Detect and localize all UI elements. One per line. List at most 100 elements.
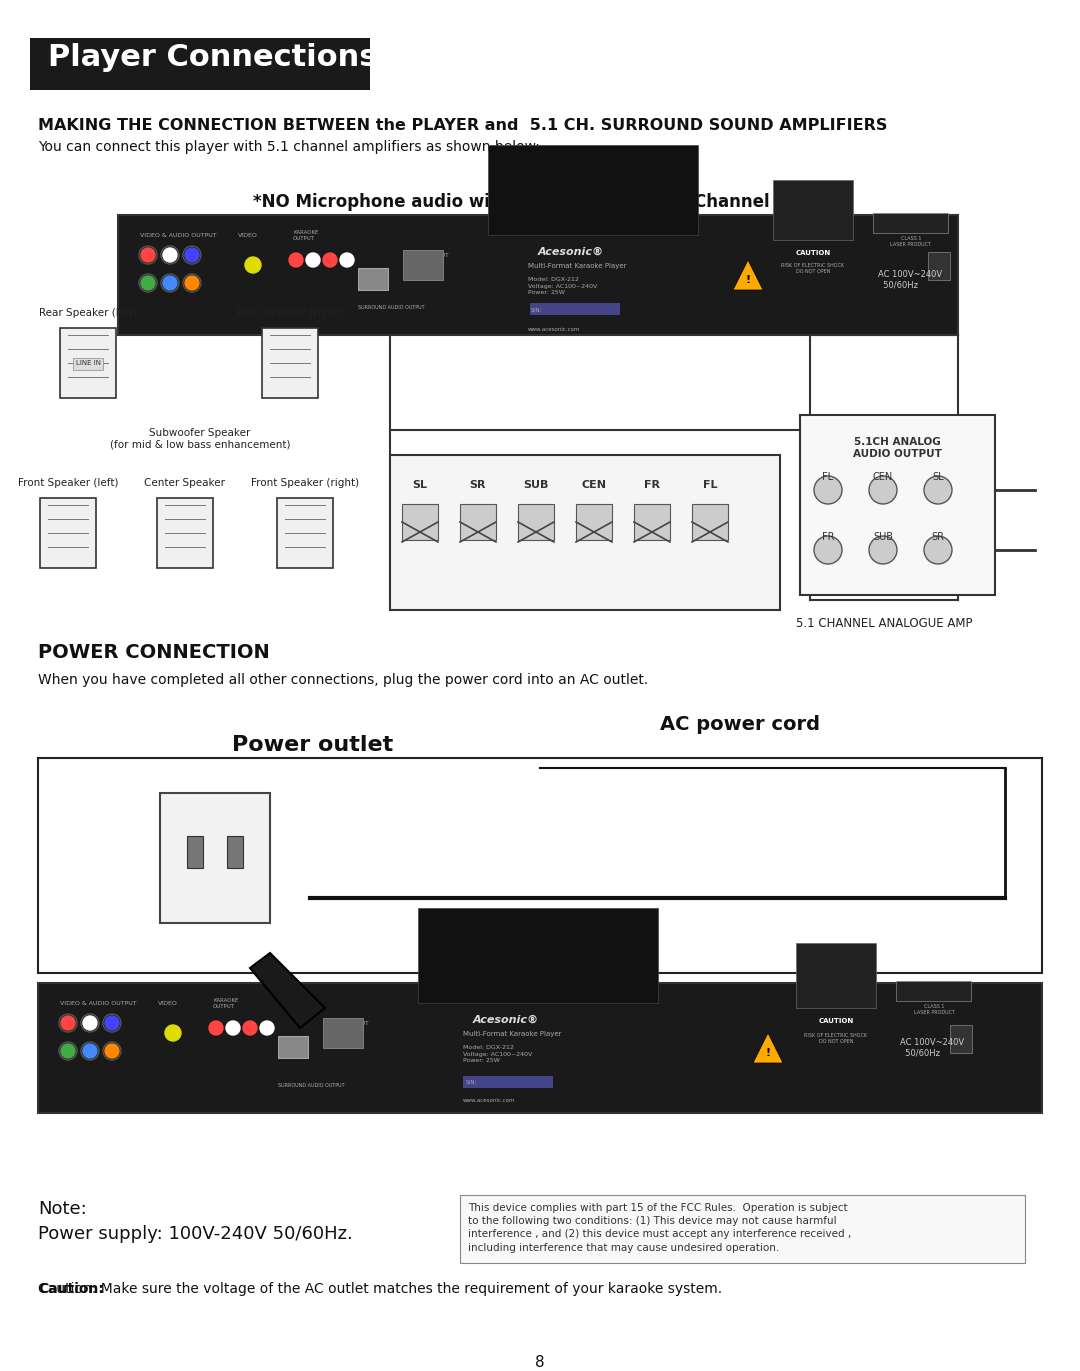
Text: Front Speaker (right): Front Speaker (right) [251, 478, 359, 488]
Bar [38, 983, 1042, 1113]
Text: Caution:: Caution: [38, 1282, 104, 1296]
Text: *NO Microphone audio will be outputted in 5.1 Channel mode: *NO Microphone audio will be outputted i… [253, 193, 827, 211]
Circle shape [185, 248, 199, 262]
Text: www.acesonic.com: www.acesonic.com [463, 1098, 515, 1104]
Text: CEN: CEN [873, 472, 893, 483]
Bar [390, 455, 780, 610]
Bar [60, 328, 116, 398]
Circle shape [869, 536, 897, 563]
Bar [403, 250, 443, 280]
Bar [38, 758, 1042, 973]
Text: S/N:: S/N: [465, 1080, 477, 1084]
Text: SURROUND AUDIO OUTPUT: SURROUND AUDIO OUTPUT [278, 1083, 345, 1089]
Bar [323, 1019, 363, 1047]
Text: SR: SR [470, 480, 486, 489]
Bar [634, 505, 670, 540]
Text: KARAOKE
OUTPUT: KARAOKE OUTPUT [293, 230, 319, 241]
Bar [357, 267, 388, 291]
Circle shape [243, 1021, 257, 1035]
Text: SURROUND AUDIO OUTPUT: SURROUND AUDIO OUTPUT [357, 304, 424, 310]
Text: RISK OF ELECTRIC SHOCK
DO NOT OPEN: RISK OF ELECTRIC SHOCK DO NOT OPEN [782, 263, 845, 274]
Text: VIDEO & AUDIO OUTPUT: VIDEO & AUDIO OUTPUT [60, 1001, 137, 1006]
Bar [187, 836, 203, 868]
Bar [118, 215, 958, 335]
Text: Front Speaker (left): Front Speaker (left) [17, 478, 118, 488]
Text: AC 100V~240V
  50/60Hz: AC 100V~240V 50/60Hz [900, 1038, 964, 1057]
Text: Note:
Power supply: 100V-240V 50/60Hz.: Note: Power supply: 100V-240V 50/60Hz. [38, 1200, 353, 1243]
Bar [276, 498, 333, 568]
Polygon shape [733, 260, 762, 291]
Text: POWER CONNECTION: POWER CONNECTION [38, 643, 270, 662]
Circle shape [226, 1021, 240, 1035]
Bar [460, 1196, 1025, 1263]
Circle shape [289, 254, 303, 267]
Circle shape [814, 536, 842, 563]
Text: AC power cord: AC power cord [660, 716, 820, 733]
Bar [873, 213, 948, 233]
Text: Rear Speaker (left): Rear Speaker (left) [39, 308, 137, 318]
Circle shape [306, 254, 320, 267]
Text: Acesonic®: Acesonic® [473, 1015, 539, 1026]
Bar [40, 498, 96, 568]
Circle shape [924, 536, 951, 563]
Circle shape [165, 1026, 181, 1041]
Circle shape [60, 1043, 75, 1058]
Bar [518, 505, 554, 540]
Bar [576, 505, 612, 540]
Circle shape [814, 476, 842, 505]
Text: Caution: Make sure the voltage of the AC outlet matches the requirement of your : Caution: Make sure the voltage of the AC… [38, 1282, 723, 1296]
Circle shape [83, 1043, 97, 1058]
Text: Acesonic®: Acesonic® [538, 247, 604, 256]
Text: 5.1CH ANALOG
AUDIO OUTPUT: 5.1CH ANALOG AUDIO OUTPUT [852, 437, 942, 459]
Text: Player Connections: Player Connections [48, 43, 378, 71]
Text: Multi-Format Karaoke Player: Multi-Format Karaoke Player [463, 1031, 562, 1036]
Circle shape [260, 1021, 274, 1035]
Bar [278, 1036, 308, 1058]
Circle shape [340, 254, 354, 267]
Bar [692, 505, 728, 540]
Circle shape [141, 248, 156, 262]
Text: SL: SL [932, 472, 944, 483]
Text: FL: FL [703, 480, 717, 489]
Text: FR: FR [644, 480, 660, 489]
Bar [773, 180, 853, 240]
Bar [262, 328, 318, 398]
Text: !: ! [745, 276, 751, 285]
Text: FL: FL [823, 472, 834, 483]
Text: RISK OF ELECTRIC SHOCK
DO NOT OPEN: RISK OF ELECTRIC SHOCK DO NOT OPEN [805, 1032, 867, 1045]
Bar [30, 38, 370, 90]
Text: VIDEO: VIDEO [238, 233, 258, 239]
Bar [950, 1026, 972, 1053]
Text: KARAOKE
OUTPUT: KARAOKE OUTPUT [213, 998, 239, 1009]
Circle shape [210, 1021, 222, 1035]
Bar [896, 982, 971, 1001]
Circle shape [245, 256, 261, 273]
Circle shape [105, 1043, 119, 1058]
Text: !: ! [766, 1047, 770, 1058]
Bar [463, 1076, 553, 1089]
Text: SR: SR [931, 532, 945, 542]
Text: Model: DGX-212
Voltage: AC100~240V
Power: 25W: Model: DGX-212 Voltage: AC100~240V Power… [463, 1045, 532, 1063]
Bar [418, 908, 658, 1004]
Text: Power outlet: Power outlet [232, 735, 393, 755]
Circle shape [163, 276, 177, 291]
Bar [928, 252, 950, 280]
Circle shape [105, 1016, 119, 1030]
Text: MAKING THE CONNECTION BETWEEN the PLAYER and  5.1 CH. SURROUND SOUND AMPLIFIERS: MAKING THE CONNECTION BETWEEN the PLAYER… [38, 118, 888, 133]
Text: Subwoofer Speaker
(for mid & low bass enhancement): Subwoofer Speaker (for mid & low bass en… [110, 428, 291, 450]
Text: This device complies with part 15 of the FCC Rules.  Operation is subject
to the: This device complies with part 15 of the… [468, 1202, 851, 1253]
Bar [157, 498, 213, 568]
Text: FR: FR [822, 532, 834, 542]
Text: SUB: SUB [873, 532, 893, 542]
Polygon shape [249, 953, 325, 1028]
Circle shape [185, 276, 199, 291]
Bar [796, 943, 876, 1008]
Circle shape [163, 248, 177, 262]
Bar [460, 505, 496, 540]
Text: CLASS 1
LASER PRODUCT: CLASS 1 LASER PRODUCT [914, 1004, 955, 1015]
Text: Multi-Format Karaoke Player: Multi-Format Karaoke Player [528, 263, 626, 269]
Circle shape [924, 476, 951, 505]
Text: SUB: SUB [524, 480, 549, 489]
Bar [73, 358, 103, 370]
Bar [227, 836, 243, 868]
